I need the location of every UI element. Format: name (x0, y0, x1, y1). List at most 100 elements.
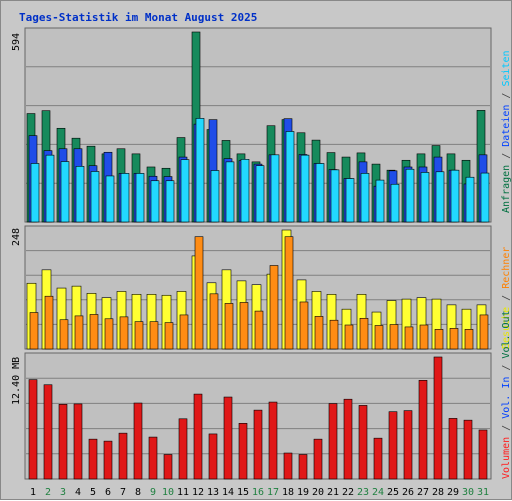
x-tick-label: 30 (462, 487, 474, 498)
middle-panel-max-label: 248 (11, 228, 22, 246)
seiten-bar (330, 169, 340, 223)
volumen-bar (73, 403, 83, 480)
legend-entry: / (501, 289, 512, 307)
x-tick-label: 1 (30, 487, 36, 498)
rechner-bar (389, 324, 399, 350)
rechner-bar (284, 236, 294, 350)
volumen-bar (223, 396, 233, 480)
volumen-bar (178, 418, 188, 480)
rechner-bar (314, 316, 324, 350)
x-tick-label: 17 (267, 487, 279, 498)
volumen-bar (298, 454, 308, 480)
rechner-bar (404, 326, 414, 350)
volumen-bar (388, 411, 398, 480)
rechner-bar (239, 302, 249, 350)
x-tick-label: 16 (252, 487, 264, 498)
top-panel-max-label: 594 (11, 33, 22, 51)
seiten-bar (105, 175, 115, 223)
seiten-bar (465, 176, 475, 223)
volumen-bar (88, 438, 98, 480)
volumen-bar (463, 419, 473, 480)
x-tick-label: 11 (177, 487, 189, 498)
seiten-bar (225, 161, 235, 223)
rechner-bar (29, 312, 39, 350)
rechner-bar (434, 329, 444, 350)
volumen-bar (118, 432, 128, 480)
seiten-bar (360, 173, 370, 223)
seiten-bar (90, 171, 100, 223)
seiten-bar (120, 173, 130, 223)
x-tick-label: 5 (90, 487, 96, 498)
middle-panel-legend: Besuche / Rechner (501, 247, 512, 349)
x-tick-label: 26 (402, 487, 414, 498)
bottom-panel-max-label: 12.40 MB (11, 357, 22, 405)
x-tick-label: 23 (357, 487, 369, 498)
top-panel-legend: Anfragen / Dateien / Seiten (501, 50, 512, 213)
x-tick-label: 14 (222, 487, 234, 498)
x-tick-label: 18 (282, 487, 294, 498)
rechner-bar (134, 321, 144, 350)
rechner-bar (119, 316, 129, 350)
legend-entry: / (501, 359, 512, 377)
x-tick-label: 13 (207, 487, 219, 498)
seiten-bar (255, 165, 265, 223)
x-tick-label: 21 (327, 487, 339, 498)
seiten-bar (165, 180, 175, 223)
seiten-bar (450, 169, 460, 223)
legend-entry: Dateien (501, 105, 512, 147)
rechner-bar (269, 265, 279, 350)
seiten-bar (480, 172, 490, 223)
rechner-bar (179, 314, 189, 350)
volumen-bar (208, 433, 218, 480)
seiten-bar (180, 159, 190, 223)
x-tick-label: 25 (387, 487, 399, 498)
rechner-bar (329, 319, 339, 350)
volumen-bar (28, 379, 38, 480)
volumen-bar (283, 452, 293, 480)
seiten-bar (420, 172, 430, 223)
chart-title: Tages-Statistik im Monat August 2025 (19, 11, 257, 24)
volumen-bar (253, 409, 263, 480)
seiten-bar (285, 131, 295, 223)
volumen-bar (418, 380, 428, 480)
rechner-bar (149, 321, 159, 350)
x-tick-label: 29 (447, 487, 459, 498)
volumen-bar (313, 438, 323, 480)
volumen-bar (268, 401, 278, 480)
x-tick-label: 2 (45, 487, 51, 498)
rechner-bar (224, 303, 234, 350)
x-tick-label: 22 (342, 487, 354, 498)
volumen-bar (133, 402, 143, 480)
rechner-bar (464, 329, 474, 350)
x-tick-label: 24 (372, 487, 384, 498)
seiten-bar (150, 180, 160, 223)
rechner-bar (449, 328, 459, 350)
volumen-bar (193, 393, 203, 480)
rechner-bar (479, 314, 489, 350)
seiten-bar (405, 168, 415, 223)
seiten-bar (375, 179, 385, 223)
volumen-bar (373, 437, 383, 480)
rechner-bar (254, 310, 264, 350)
seiten-bar (60, 161, 70, 223)
volumen-bar (433, 356, 443, 480)
rechner-bar (104, 318, 114, 350)
x-tick-label: 15 (237, 487, 249, 498)
volumen-bar (403, 410, 413, 480)
seiten-bar (210, 170, 220, 223)
rechner-bar (89, 314, 99, 350)
volumen-bar (58, 404, 68, 480)
x-tick-label: 31 (477, 487, 489, 498)
seiten-bar (240, 159, 250, 223)
legend-entry: / (501, 419, 512, 437)
volumen-bar (328, 403, 338, 480)
x-tick-label: 19 (297, 487, 309, 498)
rechner-bar (299, 301, 309, 350)
legend-entry: Seiten (501, 50, 512, 86)
volumen-bar (163, 454, 173, 480)
seiten-bar (270, 154, 280, 223)
legend-entry: Vol. In (501, 377, 512, 419)
volumen-bar (448, 418, 458, 480)
x-tick-label: 28 (432, 487, 444, 498)
